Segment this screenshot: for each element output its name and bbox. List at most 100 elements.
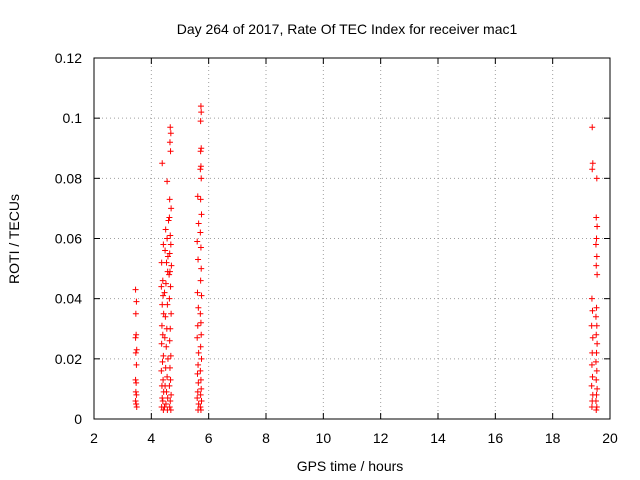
- data-point: [166, 403, 173, 410]
- data-point: [166, 337, 173, 344]
- data-point: [162, 313, 169, 320]
- data-point: [197, 277, 204, 284]
- data-point: [164, 253, 171, 260]
- data-point: [198, 355, 205, 362]
- data-point: [167, 397, 174, 404]
- data-point: [197, 376, 204, 383]
- data-point: [594, 385, 601, 392]
- data-point: [195, 349, 202, 356]
- data-point: [197, 103, 204, 110]
- data-point: [132, 376, 139, 383]
- data-point: [194, 334, 201, 341]
- data-point: [593, 331, 600, 338]
- data-point: [164, 373, 171, 380]
- data-point: [588, 382, 595, 389]
- data-point: [133, 331, 140, 338]
- data-point: [589, 160, 596, 167]
- data-point: [593, 304, 600, 311]
- data-point: [164, 235, 171, 242]
- data-point: [198, 175, 205, 182]
- data-point: [198, 397, 205, 404]
- data-point: [197, 163, 204, 170]
- data-point: [161, 334, 168, 341]
- data-point: [197, 118, 204, 125]
- x-tick-label: 6: [205, 430, 213, 446]
- data-point: [589, 307, 596, 314]
- y-tick-labels: 0 0.02 0.04 0.06 0.08 0.1 0.12: [55, 50, 82, 427]
- data-point: [162, 280, 169, 287]
- y-tick-label: 0.04: [55, 291, 82, 307]
- data-point: [165, 217, 172, 224]
- data-point: [194, 289, 201, 296]
- data-point: [198, 109, 205, 116]
- data-point: [159, 331, 166, 338]
- data-point: [197, 403, 204, 410]
- x-tick-label: 16: [488, 430, 504, 446]
- y-tick-label: 0: [74, 411, 82, 427]
- data-point: [194, 238, 201, 245]
- y-tick-label: 0.08: [55, 170, 82, 186]
- data-point: [166, 250, 173, 257]
- x-tick-label: 12: [373, 430, 389, 446]
- data-point: [197, 244, 204, 251]
- x-tick-label: 14: [430, 430, 446, 446]
- x-tick-label: 2: [90, 430, 98, 446]
- data-point: [197, 166, 204, 173]
- data-point: [166, 382, 173, 389]
- data-point: [167, 325, 174, 332]
- y-tick-label: 0.06: [55, 231, 82, 247]
- data-point: [593, 403, 600, 410]
- x-tick-labels: 2 4 6 8 10 12 14 16 18 20: [90, 430, 618, 446]
- data-point: [593, 175, 600, 182]
- data-point: [161, 403, 168, 410]
- data-point: [168, 391, 175, 398]
- data-point: [593, 406, 600, 413]
- data-point: [593, 376, 600, 383]
- data-point: [195, 256, 202, 263]
- data-point: [195, 400, 202, 407]
- data-point: [167, 232, 174, 239]
- data-point: [195, 379, 202, 386]
- data-point: [159, 358, 166, 365]
- data-point: [194, 370, 201, 377]
- data-point: [198, 211, 205, 218]
- data-point: [163, 388, 170, 395]
- data-point: [132, 397, 139, 404]
- axis-ticks: [93, 57, 611, 420]
- data-point: [168, 310, 175, 317]
- y-axis-label: ROTI / TECUs: [6, 194, 22, 284]
- data-point: [197, 343, 204, 350]
- plot-frame: [93, 57, 611, 420]
- data-point: [163, 259, 170, 266]
- data-point: [166, 268, 173, 275]
- data-point: [167, 124, 174, 131]
- data-point: [163, 343, 170, 350]
- data-point: [160, 376, 167, 383]
- data-point: [195, 220, 202, 227]
- data-point: [158, 367, 165, 374]
- data-point: [168, 262, 175, 269]
- data-point: [594, 271, 601, 278]
- data-point: [159, 277, 166, 284]
- chart-title: Day 264 of 2017, Rate Of TEC Index for r…: [177, 21, 518, 37]
- data-point: [593, 253, 600, 260]
- y-tick-label: 0.1: [63, 110, 83, 126]
- data-point: [160, 310, 167, 317]
- data-point: [593, 235, 600, 242]
- data-point: [159, 397, 166, 404]
- data-point: [162, 226, 169, 233]
- data-point: [162, 247, 169, 254]
- data-point: [167, 352, 174, 359]
- data-point: [166, 364, 173, 371]
- data-point: [197, 367, 204, 374]
- x-tick-label: 4: [147, 430, 155, 446]
- data-point: [133, 298, 140, 305]
- data-point: [132, 286, 139, 293]
- data-point: [133, 391, 140, 398]
- data-point: [592, 358, 599, 365]
- x-tick-label: 8: [262, 430, 270, 446]
- data-point: [162, 400, 169, 407]
- data-point: [593, 367, 600, 374]
- data-point: [164, 301, 171, 308]
- data-point: [593, 391, 600, 398]
